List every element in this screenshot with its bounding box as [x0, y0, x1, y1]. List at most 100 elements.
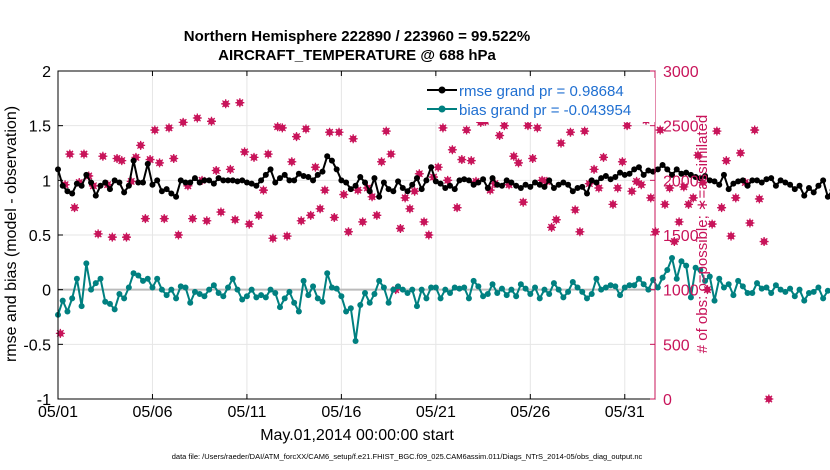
obs-count-point	[405, 204, 415, 214]
obs-count-star	[674, 217, 684, 227]
rmse-point	[210, 180, 217, 187]
obs-count-point	[565, 127, 575, 137]
obs-count-point	[98, 151, 108, 161]
obs-count-point	[301, 124, 311, 134]
obs-count-star	[679, 182, 689, 192]
rmse-point	[489, 175, 496, 182]
bias-point	[168, 286, 175, 293]
rmse-point	[820, 177, 827, 184]
obs-count-star	[254, 210, 264, 220]
obs-count-star	[211, 165, 221, 175]
obs-count-star	[589, 164, 599, 174]
rmse-point	[78, 182, 85, 189]
obs-count-star	[192, 113, 202, 123]
obs-count-star	[688, 193, 698, 203]
obs-count-point	[377, 157, 387, 167]
rmse-point	[517, 184, 524, 191]
x-axis-label: May.01,2014 00:00:00 start	[260, 427, 454, 444]
bias-point	[423, 295, 430, 302]
rmse-point	[532, 179, 539, 186]
bias-point	[206, 286, 213, 293]
obs-count-star	[646, 193, 656, 203]
rmse-point	[328, 157, 335, 164]
rmse-point	[461, 176, 468, 183]
x-tick-label: 05/06	[132, 404, 172, 421]
bias-point	[527, 291, 534, 298]
obs-count-point	[348, 134, 358, 144]
rmse-point	[626, 170, 633, 177]
obs-count-star	[188, 214, 198, 224]
bias-point	[522, 285, 529, 292]
rmse-point	[706, 177, 713, 184]
rmse-point	[687, 171, 694, 178]
obs-count-point	[339, 190, 349, 200]
rmse-point	[357, 174, 364, 181]
bias-point	[177, 283, 184, 290]
rmse-point	[664, 166, 671, 173]
bias-point	[324, 270, 331, 277]
rmse-point	[413, 175, 420, 182]
rmse-point	[225, 177, 232, 184]
bias-point	[669, 254, 676, 261]
bias-point	[92, 280, 99, 287]
rmse-point	[135, 179, 142, 186]
obs-count-star	[353, 185, 363, 195]
obs-count-star	[613, 183, 623, 193]
bias-point	[612, 283, 619, 290]
bias-point	[187, 299, 194, 306]
obs-count-point	[674, 217, 684, 227]
chart-title-line2: AIRCRAFT_TEMPERATURE @ 688 hPa	[218, 47, 496, 64]
rmse-point	[470, 181, 477, 188]
obs-count-point	[296, 216, 306, 226]
bias-point	[654, 284, 661, 291]
bias-point	[687, 294, 694, 301]
y-tick-label-left: 0	[42, 283, 51, 300]
bias-point	[735, 277, 742, 284]
bias-point	[130, 270, 137, 277]
rmse-point	[116, 179, 123, 186]
rmse-point	[206, 177, 213, 184]
obs-count-point	[447, 145, 457, 155]
bias-point	[97, 275, 104, 282]
bias-point	[796, 286, 803, 293]
bias-point	[210, 282, 217, 289]
obs-count-point	[310, 162, 320, 172]
obs-count-star	[343, 227, 353, 237]
bias-point	[390, 286, 397, 293]
rmse-point	[191, 175, 198, 182]
obs-count-point	[240, 147, 250, 157]
rmse-point	[555, 181, 562, 188]
bias-point	[173, 295, 180, 302]
bias-point	[248, 286, 255, 293]
bias-point	[451, 284, 458, 291]
obs-count-star	[764, 394, 774, 404]
y-tick-label-left: -0.5	[23, 337, 51, 354]
obs-count-point	[608, 199, 618, 209]
rmse-point	[602, 172, 609, 179]
obs-count-star	[627, 186, 637, 196]
bias-point	[711, 297, 718, 304]
y-tick-label-left: 1.5	[29, 119, 51, 136]
rmse-point	[437, 180, 444, 187]
bias-point	[631, 282, 638, 289]
rmse-point	[541, 183, 548, 190]
x-tick-label: 05/01	[38, 404, 78, 421]
rmse-point	[725, 186, 732, 193]
bias-point	[579, 288, 586, 295]
y-tick-label-right: 1500	[663, 228, 699, 245]
obs-count-star	[750, 125, 760, 135]
bias-point	[88, 286, 95, 293]
bias-point	[158, 286, 165, 293]
obs-count-point	[518, 197, 528, 207]
rmse-point	[362, 179, 369, 186]
obs-count-star	[183, 181, 193, 191]
bias-point	[319, 298, 326, 305]
rmse-point	[503, 177, 510, 184]
rmse-point	[295, 170, 302, 177]
rmse-point	[390, 188, 397, 195]
rmse-point	[730, 180, 737, 187]
rmse-point	[508, 179, 515, 186]
bias-point	[291, 299, 298, 306]
rmse-point	[305, 174, 312, 181]
obs-count-point	[329, 213, 339, 223]
